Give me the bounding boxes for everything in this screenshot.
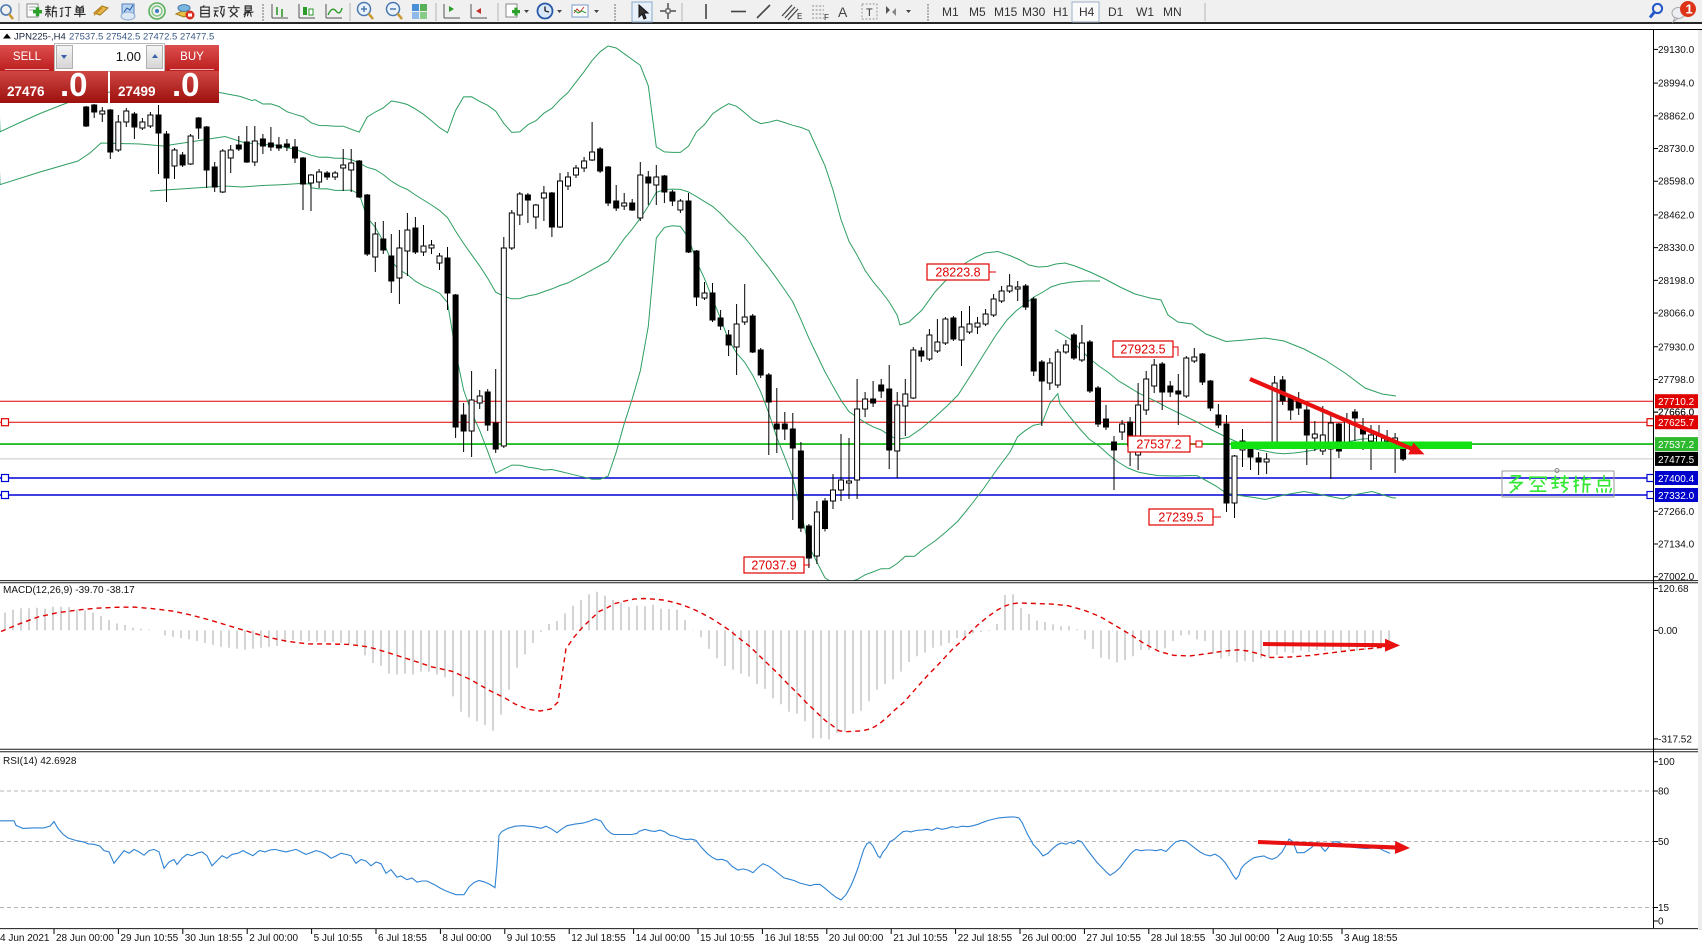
svg-text:120.68: 120.68 [1658,584,1689,595]
svg-text:27537.2: 27537.2 [1658,440,1695,451]
svg-text:27710.2: 27710.2 [1658,397,1695,408]
svg-text:80: 80 [1658,787,1670,798]
svg-text:15: 15 [1658,903,1670,914]
svg-text:29 Jun 10:55: 29 Jun 10:55 [120,933,178,943]
svg-text:0.00: 0.00 [1658,626,1678,637]
svg-text:1: 1 [1686,2,1693,17]
svg-text:28730.0: 28730.0 [1658,144,1695,155]
svg-text:27930.0: 27930.0 [1658,342,1695,353]
svg-text:28 Jul 18:55: 28 Jul 18:55 [1151,933,1206,943]
svg-text:D1: D1 [1108,5,1124,19]
svg-text:28198.0: 28198.0 [1658,276,1695,287]
svg-text:H1: H1 [1053,5,1069,19]
svg-text:M5: M5 [969,5,986,19]
svg-text:4 Jun 2021: 4 Jun 2021 [0,933,50,943]
svg-text:27537.5 27542.5 27472.5 27477.: 27537.5 27542.5 27472.5 27477.5 [69,32,214,43]
svg-text:A: A [838,4,848,20]
svg-text:28066.0: 28066.0 [1658,309,1695,320]
svg-text:F: F [824,13,829,22]
svg-text:E: E [797,12,802,21]
svg-text:MACD(12,26,9) -39.70 -38.17: MACD(12,26,9) -39.70 -38.17 [3,585,135,596]
svg-text:28 Jun 00:00: 28 Jun 00:00 [56,933,114,943]
svg-text:27037.9: 27037.9 [751,559,796,573]
svg-text:M15: M15 [994,5,1018,19]
svg-text:-317.52: -317.52 [1658,734,1692,745]
svg-text:0: 0 [1658,917,1664,928]
svg-text:27923.5: 27923.5 [1120,343,1165,357]
svg-text:27798.0: 27798.0 [1658,375,1695,386]
svg-text:22 Jul 18:55: 22 Jul 18:55 [958,933,1013,943]
svg-text:27537.2: 27537.2 [1136,438,1181,452]
svg-text:15 Jul 10:55: 15 Jul 10:55 [700,933,755,943]
svg-text:30 Jun 18:55: 30 Jun 18:55 [185,933,243,943]
svg-text:29130.0: 29130.0 [1658,45,1695,56]
svg-text:28994.0: 28994.0 [1658,79,1695,90]
svg-text:27477.5: 27477.5 [1658,455,1695,466]
svg-text:14 Jul 00:00: 14 Jul 00:00 [636,933,691,943]
svg-text:T: T [866,7,873,19]
svg-text:28330.0: 28330.0 [1658,243,1695,254]
svg-text:27134.0: 27134.0 [1658,540,1695,551]
svg-text:M30: M30 [1022,5,1046,19]
svg-text:28223.8: 28223.8 [935,266,980,280]
svg-text:27332.0: 27332.0 [1658,491,1695,502]
svg-text:5 Jul 10:55: 5 Jul 10:55 [314,933,363,943]
svg-text:6 Jul 18:55: 6 Jul 18:55 [378,933,427,943]
svg-text:100: 100 [1658,757,1675,768]
svg-text:3 Aug 18:55: 3 Aug 18:55 [1344,933,1398,943]
svg-text:H4: H4 [1079,5,1095,19]
svg-text:16 Jul 18:55: 16 Jul 18:55 [764,933,819,943]
svg-text:MN: MN [1163,5,1182,19]
svg-text:27239.5: 27239.5 [1158,511,1203,525]
svg-text:9 Jul 10:55: 9 Jul 10:55 [507,933,556,943]
svg-text:28862.0: 28862.0 [1658,111,1695,122]
svg-text:27 Jul 10:55: 27 Jul 10:55 [1086,933,1141,943]
svg-text:28598.0: 28598.0 [1658,177,1695,188]
svg-text:2 Aug 10:55: 2 Aug 10:55 [1280,933,1334,943]
svg-text:27400.4: 27400.4 [1658,474,1695,485]
svg-text:27002.0: 27002.0 [1658,572,1695,583]
svg-text:M1: M1 [942,5,959,19]
svg-text:RSI(14) 42.6928: RSI(14) 42.6928 [3,756,77,767]
svg-text:W1: W1 [1136,5,1154,19]
svg-text:27666.0: 27666.0 [1658,408,1695,419]
svg-text:30 Jul 00:00: 30 Jul 00:00 [1215,933,1270,943]
svg-text:50: 50 [1658,837,1670,848]
svg-text:8 Jul 00:00: 8 Jul 00:00 [442,933,491,943]
svg-text:12 Jul 18:55: 12 Jul 18:55 [571,933,626,943]
svg-text:27666.0: 27666.0 [1658,408,1695,419]
svg-text:27625.7: 27625.7 [1658,418,1695,429]
svg-text:20 Jul 00:00: 20 Jul 00:00 [829,933,884,943]
svg-text:2 Jul 00:00: 2 Jul 00:00 [249,933,298,943]
svg-text:26 Jul 00:00: 26 Jul 00:00 [1022,933,1077,943]
svg-text:27266.0: 27266.0 [1658,507,1695,518]
svg-text:21 Jul 10:55: 21 Jul 10:55 [893,933,948,943]
svg-text:JPN225-,H4: JPN225-,H4 [14,32,66,43]
svg-text:28462.0: 28462.0 [1658,210,1695,221]
